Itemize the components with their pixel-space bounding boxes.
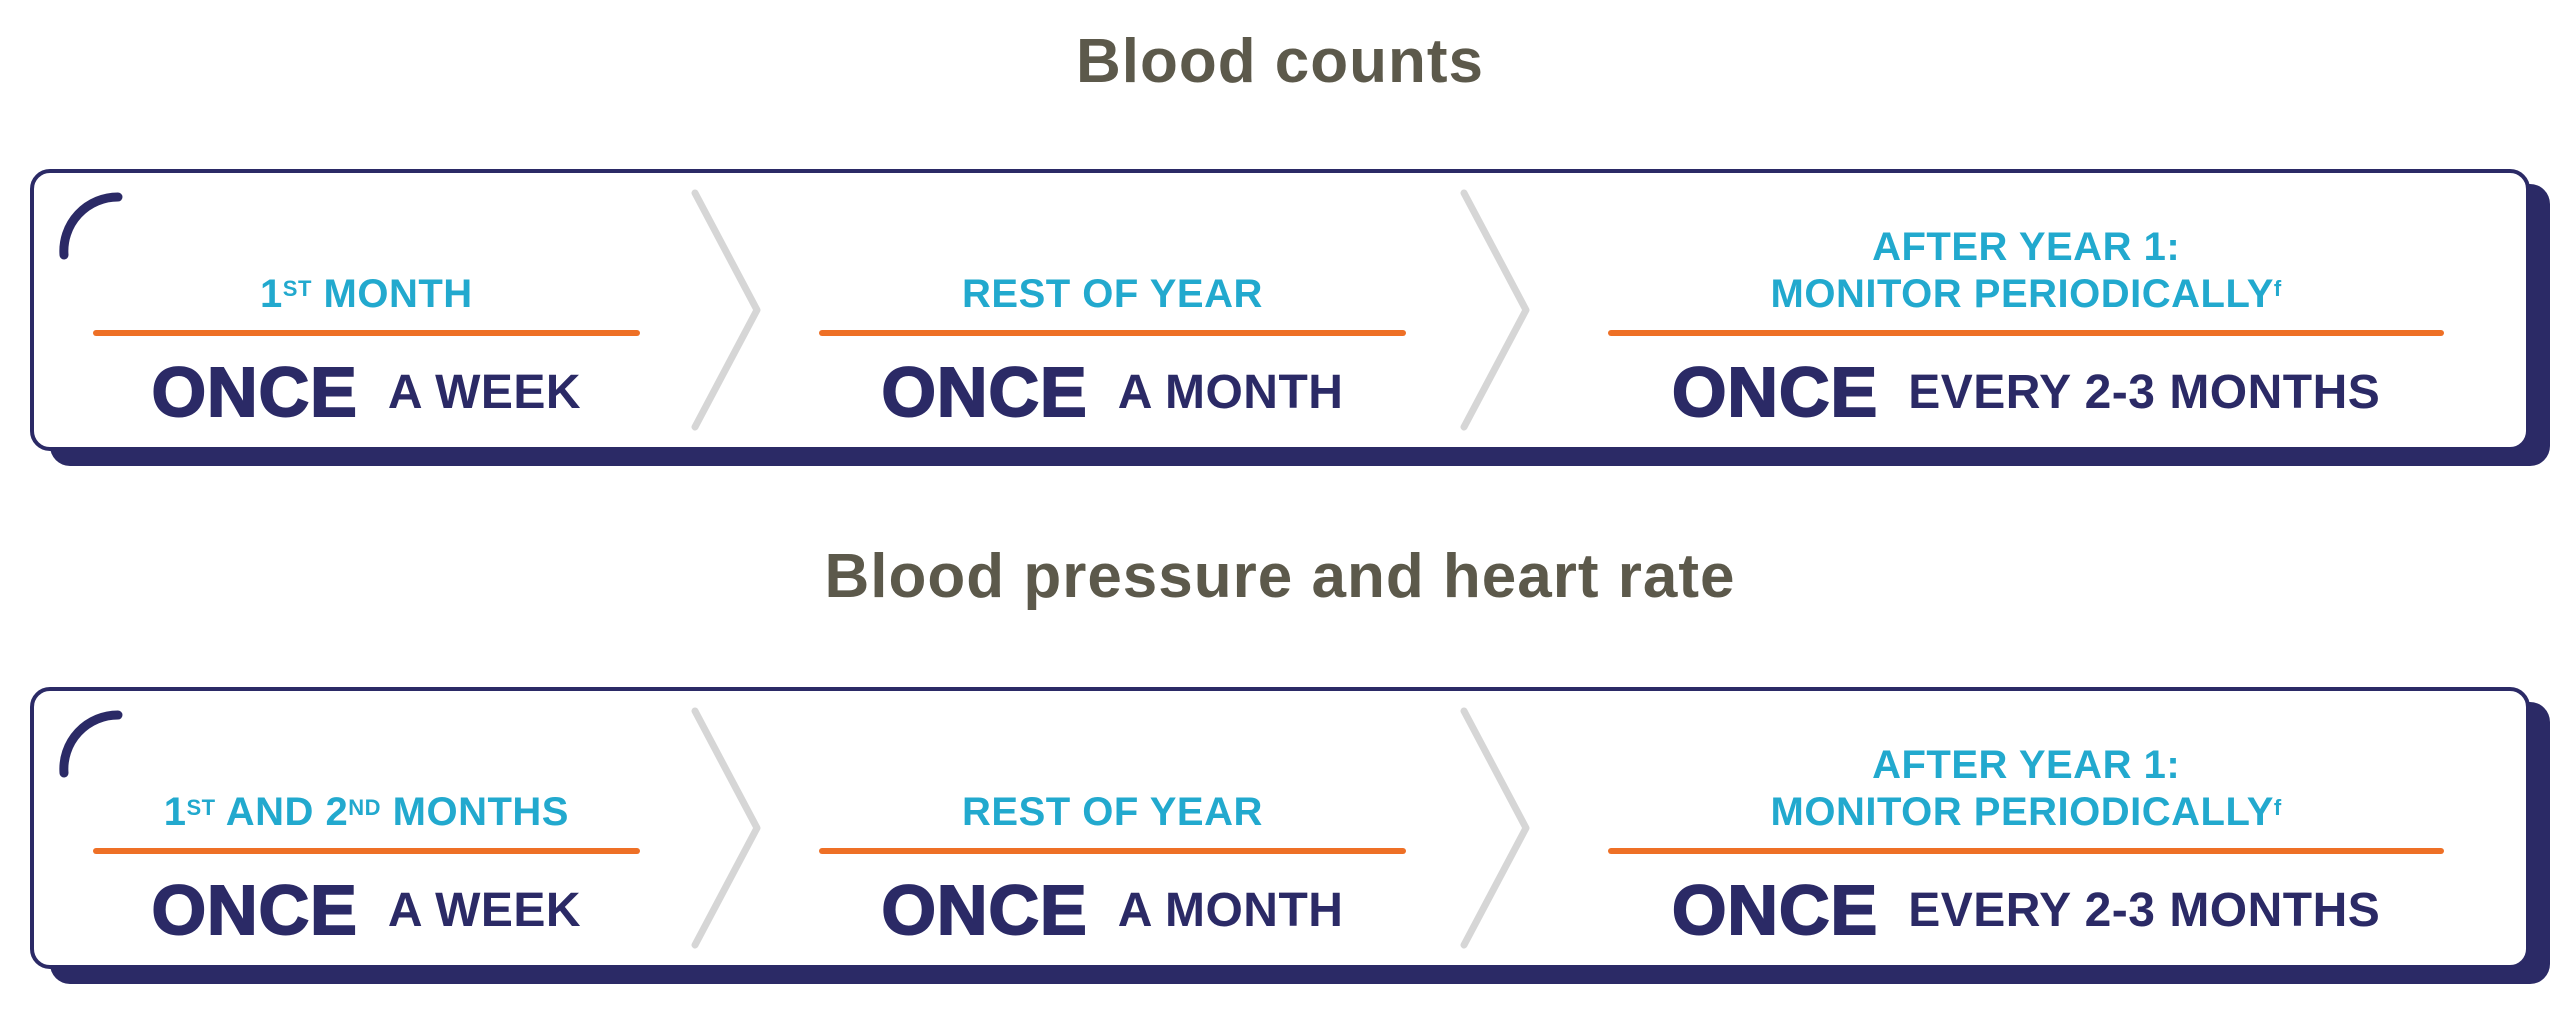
stage-label: AFTER YEAR 1: MONITOR PERIODICALLYf: [1770, 743, 2282, 835]
timeline-stage-rest-of-year: REST OF YEAR ONCE A MONTH: [771, 691, 1455, 965]
divider: [92, 848, 641, 855]
frequency-interval: A WEEK: [387, 883, 582, 937]
timeline-stage-rest-of-year: REST OF YEAR ONCE A MONTH: [771, 173, 1455, 447]
divider: [818, 330, 1407, 337]
frequency-once: ONCE: [880, 352, 1088, 432]
stage-label: AFTER YEAR 1: MONITOR PERIODICALLYf: [1770, 224, 2282, 316]
timeline-stage-first-two-months: 1ST AND 2ND MONTHS ONCE A WEEK: [48, 691, 685, 965]
frequency: ONCE EVERY 2-3 MONTHS: [1671, 352, 2381, 432]
stage-label: REST OF YEAR: [962, 272, 1263, 316]
stage-label: 1ST MONTH: [260, 272, 473, 316]
timeline-stage-after-year-1: AFTER YEAR 1: MONITOR PERIODICALLYf ONCE …: [1540, 173, 2512, 447]
frequency-once: ONCE: [1671, 870, 1879, 950]
divider: [1608, 330, 2444, 337]
chevron-right-icon: [1460, 189, 1530, 431]
section-title-blood-counts: Blood counts: [1075, 27, 1485, 96]
frequency-interval: A MONTH: [1117, 883, 1344, 937]
divider: [818, 848, 1407, 855]
frequency: ONCE A MONTH: [880, 870, 1344, 950]
divider: [1608, 848, 2444, 855]
section-title-blood-pressure-heart-rate: Blood pressure and heart rate: [824, 542, 1736, 612]
stage-label: REST OF YEAR: [962, 790, 1263, 835]
chevron-right-icon: [691, 707, 761, 949]
frequency-once: ONCE: [1671, 352, 1879, 432]
frequency: ONCE A WEEK: [151, 352, 582, 432]
frequency-interval: A MONTH: [1117, 365, 1344, 419]
stage-label: 1ST AND 2ND MONTHS: [163, 790, 569, 835]
monitoring-schedule-infographic: Blood counts 1ST MONTH ONCE A WEEK REST …: [30, 27, 2530, 970]
timeline-stage-first-month: 1ST MONTH ONCE A WEEK: [48, 173, 685, 447]
frequency: ONCE A WEEK: [151, 870, 582, 950]
frequency-interval: EVERY 2-3 MONTHS: [1908, 883, 2381, 937]
blood-counts-panel: 1ST MONTH ONCE A WEEK REST OF YEAR ONCE …: [30, 169, 2530, 452]
blood-pressure-panel: 1ST AND 2ND MONTHS ONCE A WEEK REST OF Y…: [30, 687, 2530, 970]
divider: [92, 330, 641, 337]
frequency: ONCE A MONTH: [880, 352, 1344, 432]
frequency-once: ONCE: [151, 870, 358, 950]
frequency-interval: EVERY 2-3 MONTHS: [1908, 365, 2381, 419]
chevron-right-icon: [1460, 707, 1530, 949]
chevron-right-icon: [691, 189, 761, 431]
frequency-interval: A WEEK: [387, 365, 582, 419]
frequency: ONCE EVERY 2-3 MONTHS: [1671, 870, 2381, 950]
timeline-stage-after-year-1: AFTER YEAR 1: MONITOR PERIODICALLYf ONCE …: [1540, 691, 2512, 965]
frequency-once: ONCE: [151, 352, 358, 432]
frequency-once: ONCE: [880, 870, 1088, 950]
